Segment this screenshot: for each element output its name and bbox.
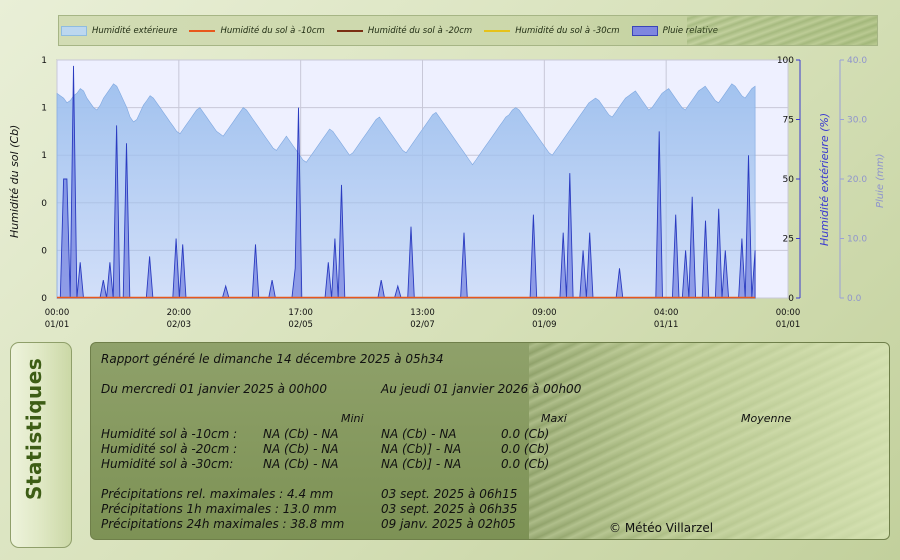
precip-rel-max: Précipitations rel. maximales : 4.4 mm xyxy=(101,487,334,501)
chart-svg: 0 0 0 1 1 1 0 25 50 75 100 0.0 10.0 20.0 30.0 40.0 00:00… xyxy=(41,56,867,330)
right2-tick-label: 40.0 xyxy=(847,56,867,66)
row-maxi: NA (Cb)] - NA xyxy=(381,442,462,456)
left-tick-label: 1 xyxy=(41,104,47,114)
legend-swatch-sol-20 xyxy=(336,29,363,32)
x-tick-time: 17:00 xyxy=(288,308,313,318)
right1-tick-label: 75 xyxy=(783,116,794,126)
legend-item-sol-30: Humidité du sol à -30cm xyxy=(484,25,620,36)
right2-tick-label: 20.0 xyxy=(847,175,867,185)
precip-rel-max-date: 03 sept. 2025 à 06h15 xyxy=(381,487,518,501)
precip-24h-max: Précipitations 24h maximales : 38.8 mm xyxy=(101,517,345,531)
legend-label: Humidité extérieure xyxy=(92,25,178,36)
wheat-background-decoration xyxy=(529,343,889,539)
row-mini: NA (Cb) - NA xyxy=(263,427,339,441)
legend-wheat-decoration xyxy=(687,16,877,45)
row-label: Humidité sol à -30cm: xyxy=(101,457,234,471)
legend-label: Pluie relative xyxy=(662,25,718,36)
column-header-moyenne: Moyenne xyxy=(741,412,792,425)
precip-24h-max-date: 09 janv. 2025 à 02h05 xyxy=(381,517,516,531)
report-generated-line: Rapport généré le dimanche 14 décembre 2… xyxy=(101,352,444,366)
x-tick-date: 01/01 xyxy=(45,320,70,330)
legend-item-humidite-exterieure: Humidité extérieure xyxy=(61,25,178,36)
legend-swatch-rain xyxy=(631,25,658,36)
row-moyenne: 0.0 (Cb) xyxy=(501,457,550,471)
period-from: Du mercredi 01 janvier 2025 à 00h00 xyxy=(101,382,327,396)
left-tick-label: 0 xyxy=(41,294,47,304)
right2-axis-title: Pluie (mm) xyxy=(875,153,886,208)
x-tick-date: 02/03 xyxy=(167,320,192,330)
row-maxi: NA (Cb)] - NA xyxy=(381,457,462,471)
left-tick-label: 0 xyxy=(41,199,47,209)
x-tick-time: 20:00 xyxy=(167,308,192,318)
row-mini: NA (Cb) - NA xyxy=(263,457,339,471)
statistics-tab-label: Statistiques xyxy=(22,357,46,500)
x-tick-date: 02/07 xyxy=(410,320,435,330)
x-tick-time: 04:00 xyxy=(654,308,679,318)
right1-tick-label: 25 xyxy=(783,235,794,245)
legend-label: Humidité du sol à -20cm xyxy=(367,25,473,36)
left-tick-label: 0 xyxy=(41,246,47,256)
legend-swatch-sol-30 xyxy=(484,29,511,32)
legend-item-sol-10: Humidité du sol à -10cm xyxy=(189,25,325,36)
right1-tick-label: 0 xyxy=(788,294,794,304)
left-tick-label: 1 xyxy=(41,56,47,66)
legend-swatch-humidity xyxy=(61,25,87,36)
x-tick-time: 09:00 xyxy=(532,308,557,318)
x-tick-time: 00:00 xyxy=(776,308,801,318)
legend-label: Humidité du sol à -30cm xyxy=(515,25,620,36)
right1-tick-label: 100 xyxy=(777,56,794,66)
statistics-panel: Rapport généré le dimanche 14 décembre 2… xyxy=(90,342,890,540)
row-maxi: NA (Cb) - NA xyxy=(381,427,457,441)
precip-1h-max-date: 03 sept. 2025 à 06h35 xyxy=(381,502,518,516)
legend-item-sol-20: Humidité du sol à -20cm xyxy=(336,25,473,36)
legend-swatch-sol-10 xyxy=(189,29,216,32)
x-tick-date: 01/01 xyxy=(776,320,801,330)
x-tick-time: 13:00 xyxy=(410,308,435,318)
row-moyenne: 0.0 (Cb) xyxy=(501,442,550,456)
row-moyenne: 0.0 (Cb) xyxy=(501,427,550,441)
chart-legend: Humidité extérieure Humidité du sol à -1… xyxy=(58,15,878,46)
right1-axis-title: Humidité extérieure (%) xyxy=(818,112,831,246)
x-tick-time: 00:00 xyxy=(45,308,70,318)
x-tick-date: 01/09 xyxy=(532,320,557,330)
x-tick-date: 02/05 xyxy=(288,320,313,330)
row-label: Humidité sol à -10cm : xyxy=(101,427,238,441)
column-header-maxi: Maxi xyxy=(541,412,567,425)
right2-tick-label: 30.0 xyxy=(847,116,867,126)
legend-label: Humidité du sol à -10cm xyxy=(220,25,325,36)
precip-1h-max: Précipitations 1h maximales : 13.0 mm xyxy=(101,502,337,516)
right2-tick-label: 10.0 xyxy=(847,235,867,245)
column-header-mini: Mini xyxy=(341,412,364,425)
right2-tick-label: 0.0 xyxy=(847,294,862,304)
humidity-area xyxy=(56,83,756,299)
x-tick-date: 01/11 xyxy=(654,320,679,330)
left-axis-title: Humidité du sol (Cb) xyxy=(8,124,21,238)
right1-tick-label: 50 xyxy=(783,175,795,185)
period-to: Au jeudi 01 janvier 2026 à 00h00 xyxy=(381,382,582,396)
row-label: Humidité sol à -20cm : xyxy=(101,442,238,456)
left-tick-label: 1 xyxy=(41,151,47,161)
legend-item-pluie-relative: Pluie relative xyxy=(631,25,718,36)
row-mini: NA (Cb) - NA xyxy=(263,442,339,456)
statistics-side-tab xyxy=(10,342,72,548)
chart-area: 0 0 0 1 1 1 0 25 50 75 100 0.0 10.0 20.0 30.0 40.0 00:00… xyxy=(8,15,886,330)
copyright: © Météo Villarzel xyxy=(609,521,714,535)
